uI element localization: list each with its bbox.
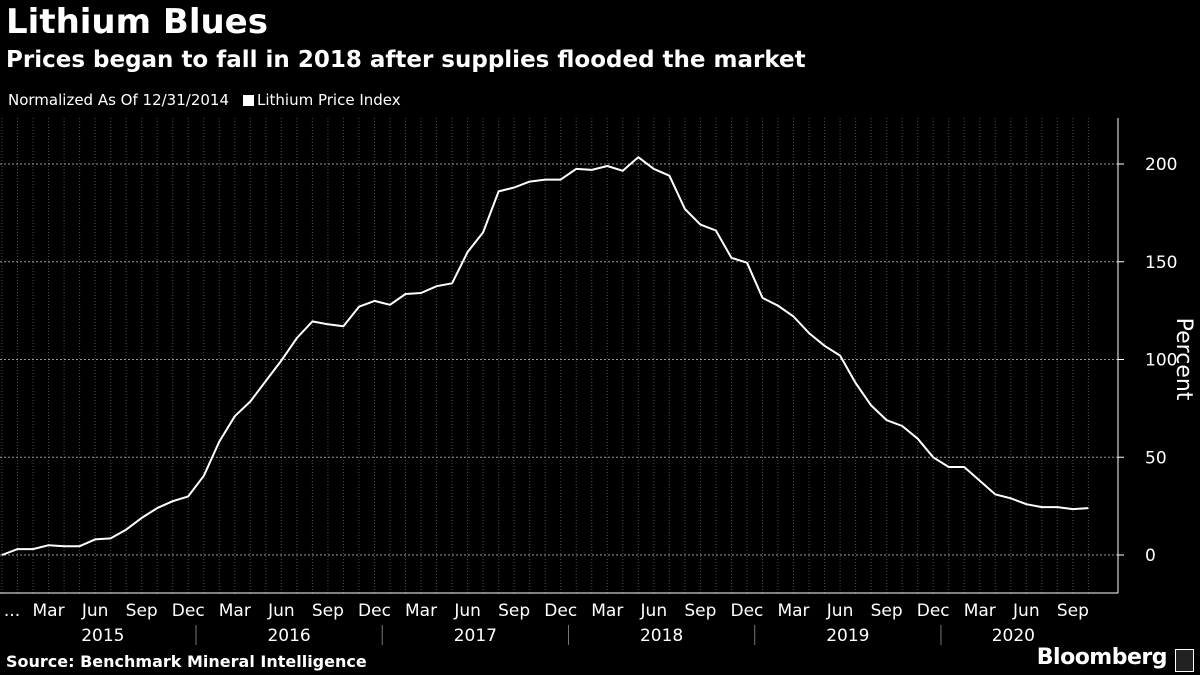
- x-tick-label: Mar: [964, 601, 996, 621]
- year-label: 2019: [826, 626, 869, 646]
- bloomberg-terminal-icon: [1175, 649, 1194, 672]
- y-tick-label: 0: [1145, 546, 1156, 566]
- year-label: 2017: [454, 626, 497, 646]
- y-tick-label: 200: [1145, 155, 1177, 175]
- x-tick-label: Mar: [777, 601, 809, 621]
- x-tick-label: Dec: [172, 601, 205, 621]
- x-tick-label: Jun: [1012, 601, 1040, 621]
- x-tick-label: Sep: [1057, 601, 1089, 621]
- legend: Normalized As Of 12/31/2014 Lithium Pric…: [8, 91, 401, 109]
- chart-title: Lithium Blues: [6, 2, 268, 42]
- normalization-note: Normalized As Of 12/31/2014: [8, 91, 229, 109]
- year-label: 2016: [267, 626, 310, 646]
- x-tick-label: Sep: [871, 601, 903, 621]
- x-tick-label: Jun: [267, 601, 295, 621]
- chart-subtitle: Prices began to fall in 2018 after suppl…: [6, 47, 806, 73]
- brand-logo: Bloomberg: [1036, 645, 1168, 670]
- x-tick-label: Jun: [453, 601, 481, 621]
- lithium-price-index-line: [1, 156, 1089, 556]
- x-tick-label: Mar: [219, 601, 251, 621]
- x-tick-label: Sep: [498, 601, 530, 621]
- x-tick-label: Sep: [684, 601, 716, 621]
- legend-swatch: [243, 94, 254, 106]
- x-tick-label: Jun: [826, 601, 854, 621]
- year-label: 2018: [640, 626, 683, 646]
- x-tick-label: Dec: [544, 601, 577, 621]
- x-tick-label: Sep: [126, 601, 158, 621]
- x-tick-label: Mar: [405, 601, 437, 621]
- year-label: 2015: [81, 626, 124, 646]
- x-tick-label: Dec: [358, 601, 391, 621]
- source-note: Source: Benchmark Mineral Intelligence: [6, 652, 367, 671]
- x-tick-label: Jun: [640, 601, 668, 621]
- x-tick-label: Dec: [731, 601, 764, 621]
- y-axis-title: Percent: [1171, 318, 1196, 401]
- year-label: 2020: [992, 626, 1035, 646]
- x-tick-label: Jun: [81, 601, 109, 621]
- x-tick-label: Mar: [33, 601, 65, 621]
- x-tick-label: Sep: [312, 601, 344, 621]
- x-tick-label: ...: [4, 601, 20, 621]
- x-tick-label: Mar: [591, 601, 623, 621]
- x-tick-label: Dec: [917, 601, 950, 621]
- y-tick-label: 50: [1145, 448, 1167, 468]
- y-tick-label: 150: [1145, 253, 1177, 273]
- legend-series-label: Lithium Price Index: [257, 91, 401, 109]
- y-tick-label: 100: [1145, 351, 1177, 371]
